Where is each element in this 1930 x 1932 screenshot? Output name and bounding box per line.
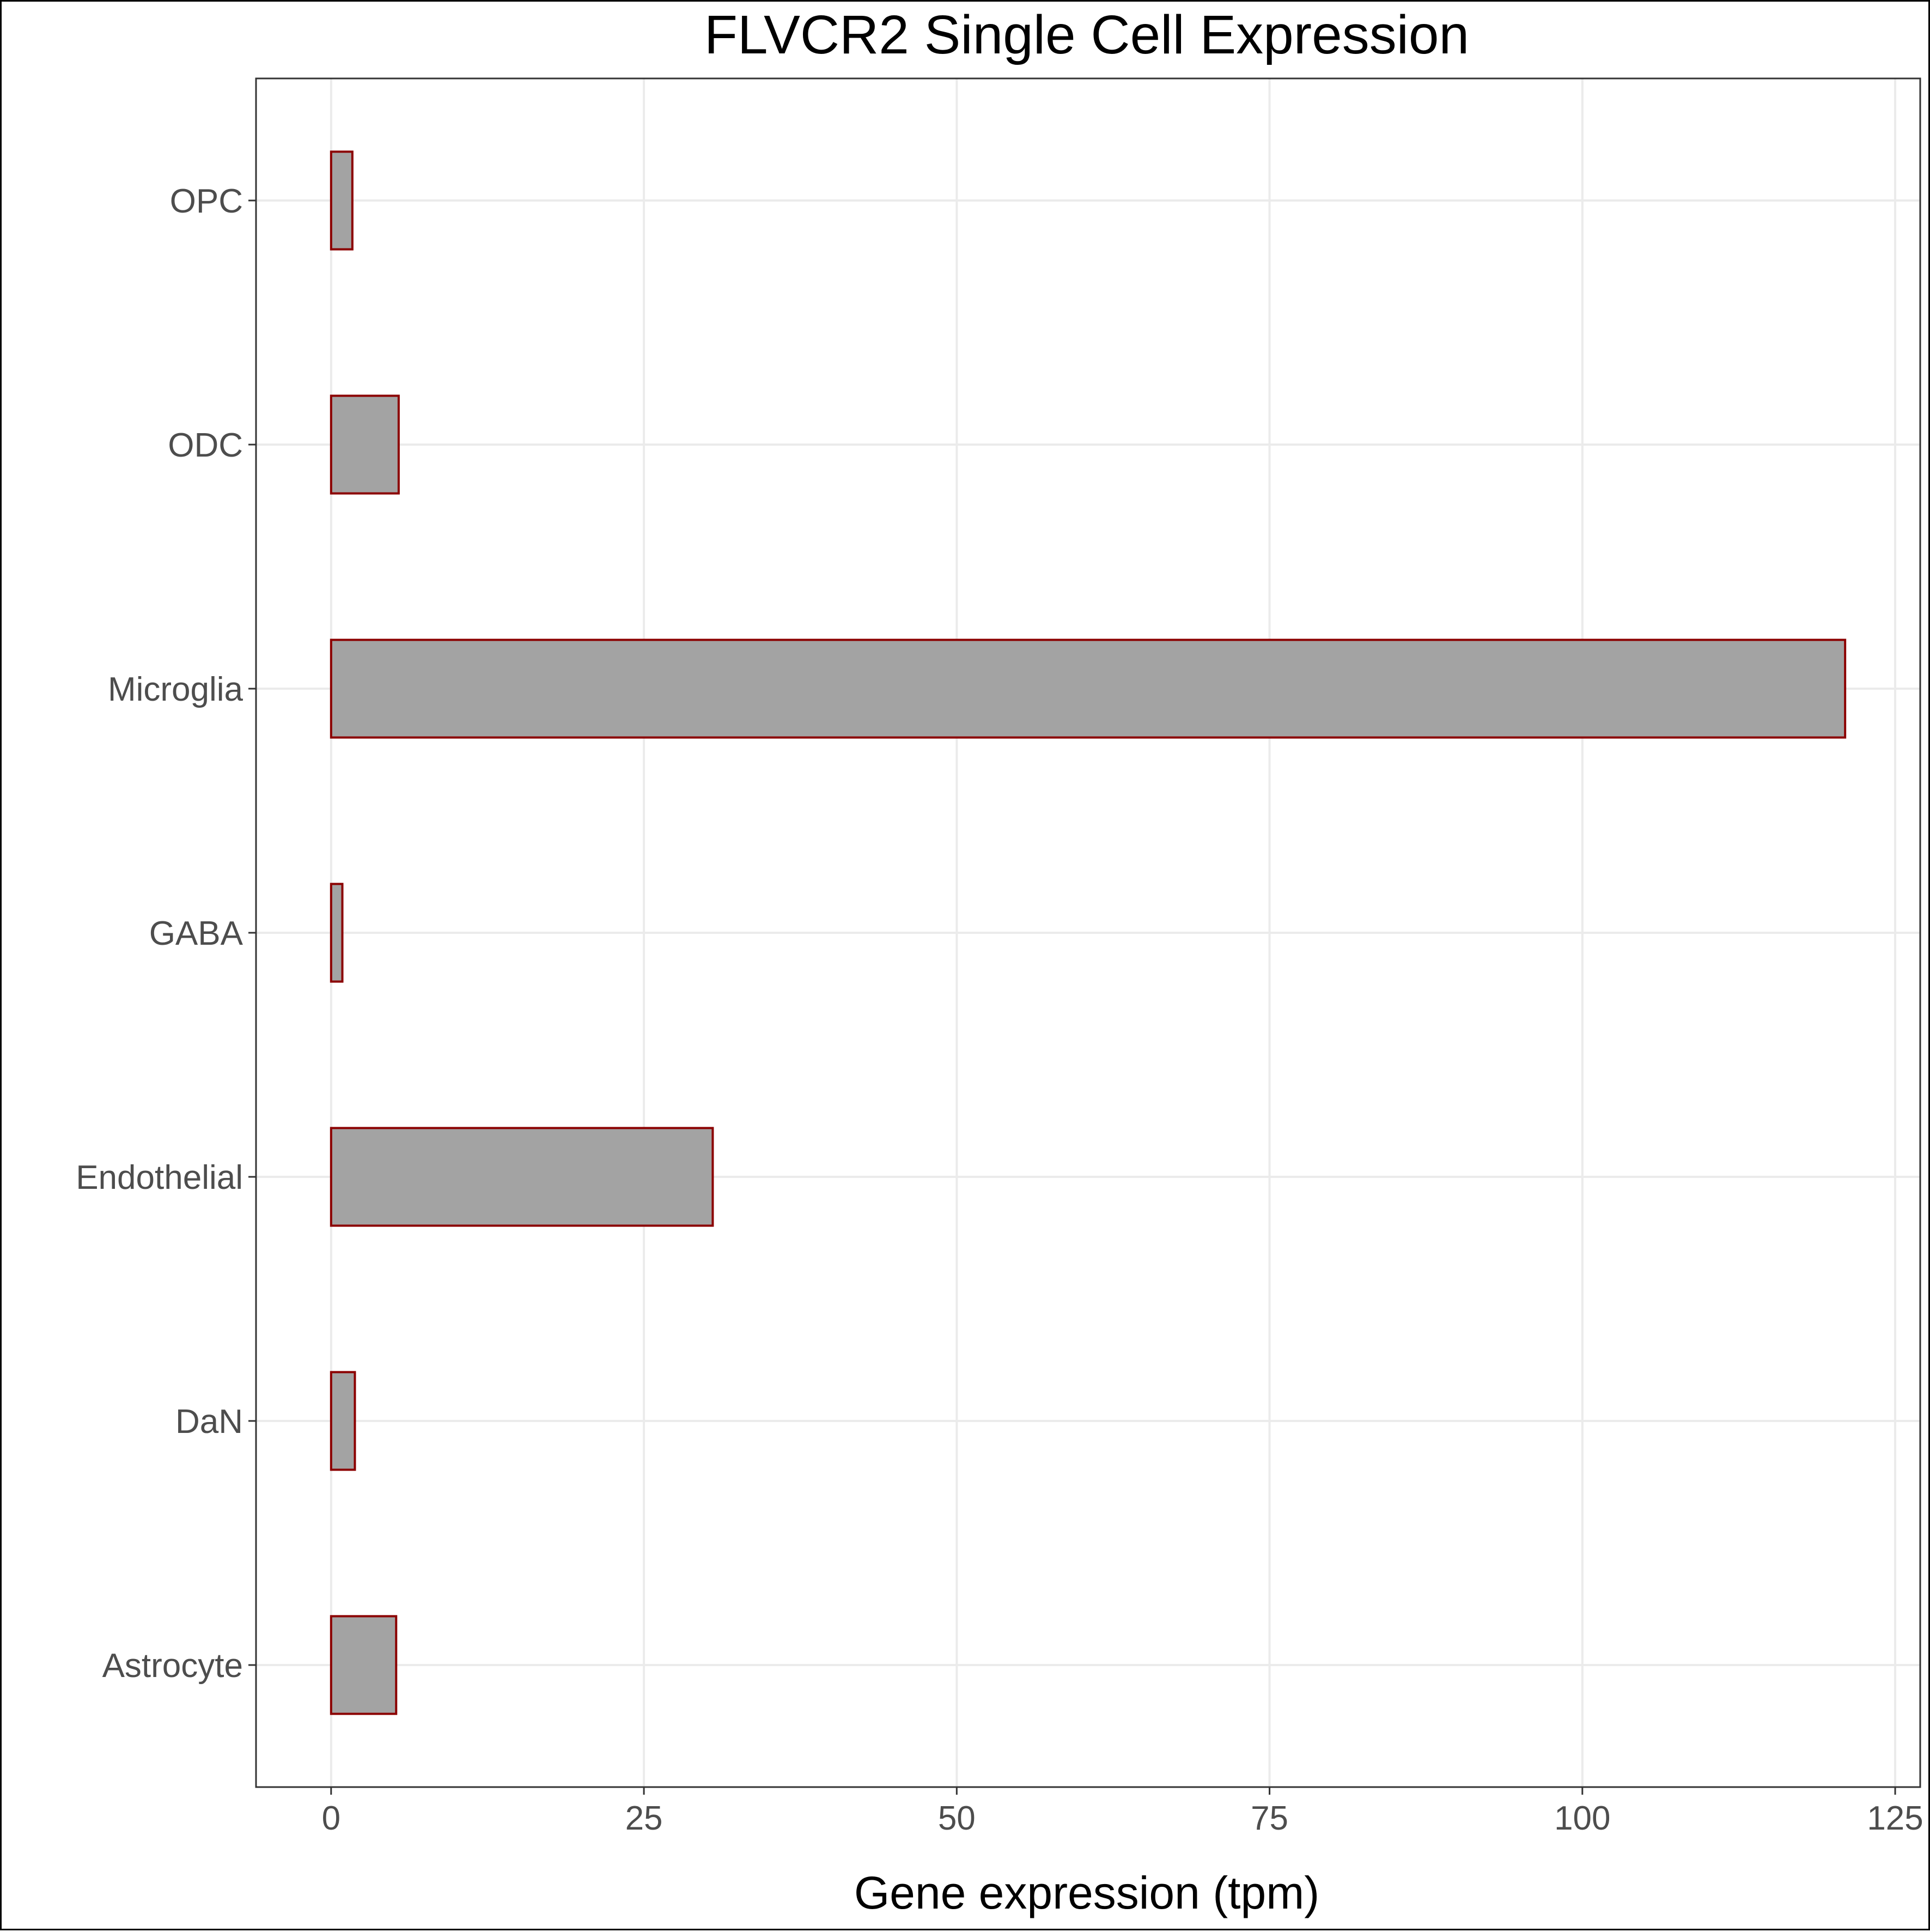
x-tick-label: 25 (625, 1800, 663, 1837)
bar-opc (330, 150, 354, 251)
y-tick-label: DaN (175, 1403, 243, 1441)
bar-astrocyte (330, 1615, 398, 1715)
y-tick-label: Astrocyte (102, 1647, 243, 1685)
x-axis-label: Gene expression (tpm) (854, 1867, 1319, 1918)
x-tick-label: 50 (938, 1800, 976, 1837)
bar-odc (330, 394, 400, 495)
y-tick-label: GABA (149, 915, 243, 952)
y-axis: Astrocyte DaN Endothelial GABA Microglia ODC O… (76, 183, 256, 1685)
grid-lines (256, 78, 1920, 1787)
y-tick-label: OPC (170, 183, 243, 220)
bars (330, 150, 1847, 1715)
y-tick-label: Endothelial (76, 1159, 243, 1196)
x-tick-label: 0 (322, 1800, 340, 1837)
bar-gaba (330, 883, 344, 983)
bar-dan (330, 1371, 356, 1471)
x-tick-label: 125 (1867, 1800, 1923, 1837)
x-tick-label: 75 (1251, 1800, 1288, 1837)
bar-microglia (330, 639, 1847, 739)
bar-endothelial (330, 1127, 714, 1227)
x-tick-label: 100 (1554, 1800, 1610, 1837)
chart-title: FLVCR2 Single Cell Expression (704, 4, 1469, 65)
y-tick-label: Microglia (108, 671, 243, 708)
x-axis: 0 25 50 75 100 125 (322, 1787, 1923, 1837)
y-tick-label: ODC (168, 427, 243, 464)
